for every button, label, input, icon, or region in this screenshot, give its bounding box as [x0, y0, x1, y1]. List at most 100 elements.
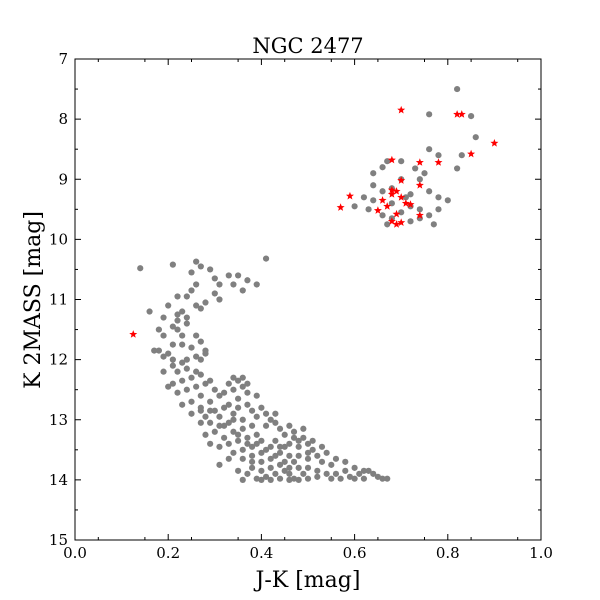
y-tick-label: 13 — [49, 411, 68, 429]
data-point — [244, 380, 251, 387]
data-point — [290, 475, 298, 482]
data-point — [286, 464, 293, 471]
star-point — [397, 193, 406, 201]
data-point — [183, 320, 190, 327]
data-point — [169, 362, 176, 369]
data-point — [221, 434, 228, 441]
data-point — [183, 365, 190, 372]
x-tick-label: 0.0 — [63, 544, 87, 562]
data-point — [235, 437, 242, 444]
data-point — [230, 449, 237, 456]
star-point — [129, 330, 138, 338]
data-point — [262, 446, 270, 453]
data-point — [472, 134, 479, 141]
data-point — [384, 475, 391, 482]
data-point — [430, 221, 437, 228]
data-point — [435, 194, 442, 201]
data-point — [230, 410, 237, 417]
data-point — [309, 437, 316, 444]
data-point — [193, 281, 200, 288]
star-point — [387, 217, 396, 225]
data-point — [239, 476, 246, 483]
data-point — [318, 443, 326, 450]
data-point — [165, 383, 172, 390]
x-tick-label: 0.8 — [436, 544, 460, 562]
data-point — [253, 413, 260, 420]
data-point — [211, 407, 218, 414]
data-point — [351, 475, 358, 482]
data-point — [458, 152, 465, 159]
data-point — [444, 197, 451, 204]
data-point — [253, 431, 260, 438]
data-point — [183, 314, 190, 321]
data-point — [454, 85, 461, 93]
data-point — [197, 305, 204, 312]
data-point — [276, 461, 284, 468]
data-point — [384, 221, 391, 228]
data-point — [183, 386, 190, 393]
data-point — [360, 467, 368, 474]
data-point — [426, 188, 433, 195]
data-point — [300, 470, 307, 477]
data-point — [193, 383, 200, 390]
data-point — [239, 383, 246, 390]
data-point — [202, 380, 209, 387]
data-point — [346, 473, 354, 480]
data-point — [202, 347, 209, 354]
data-point — [262, 473, 270, 480]
data-point — [281, 467, 288, 474]
data-point — [235, 395, 242, 402]
star-point — [387, 185, 396, 194]
data-point — [197, 371, 204, 378]
data-point — [286, 470, 293, 477]
data-point — [398, 209, 405, 216]
data-point — [211, 290, 218, 297]
data-point — [248, 452, 256, 459]
data-point — [244, 401, 251, 408]
data-point — [211, 275, 218, 282]
data-point — [332, 470, 340, 477]
data-point — [295, 443, 302, 450]
data-point — [211, 386, 218, 393]
data-point — [351, 203, 358, 210]
data-point — [416, 176, 423, 183]
data-point — [314, 473, 321, 480]
data-point — [272, 452, 279, 459]
data-point — [328, 461, 335, 468]
data-point — [253, 281, 260, 288]
data-point — [165, 302, 172, 309]
data-point — [281, 458, 288, 465]
data-point — [235, 431, 242, 438]
data-point — [267, 455, 274, 462]
data-point — [407, 218, 414, 225]
data-point — [272, 470, 279, 477]
data-point — [225, 272, 232, 279]
data-point — [239, 374, 246, 381]
data-point — [193, 302, 200, 309]
data-point — [244, 434, 251, 441]
data-point — [281, 431, 288, 438]
series-gray-points — [137, 85, 479, 483]
x-tick-label: 1.0 — [529, 544, 553, 562]
data-point — [239, 287, 246, 294]
data-point — [188, 269, 195, 276]
data-point — [183, 356, 190, 363]
data-point — [295, 452, 302, 459]
star-point — [397, 176, 406, 184]
data-point — [239, 416, 246, 423]
data-point — [276, 443, 284, 450]
data-point — [207, 419, 214, 426]
data-point — [267, 416, 274, 423]
data-point — [235, 467, 242, 474]
data-point — [384, 158, 391, 165]
data-point — [202, 413, 209, 420]
data-point — [169, 323, 176, 330]
data-point — [197, 356, 204, 363]
data-point — [304, 455, 312, 462]
series-red-stars — [129, 105, 499, 338]
data-point — [197, 263, 204, 270]
data-point — [253, 440, 260, 447]
y-tick-label: 9 — [58, 170, 68, 188]
data-point — [202, 431, 209, 438]
plot-frame — [74, 58, 542, 541]
